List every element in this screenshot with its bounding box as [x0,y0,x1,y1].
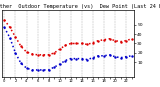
Title: Milwaukee Weather  Outdoor Temperature (vs)  Dew Point (Last 24 Hours): Milwaukee Weather Outdoor Temperature (v… [0,4,160,9]
